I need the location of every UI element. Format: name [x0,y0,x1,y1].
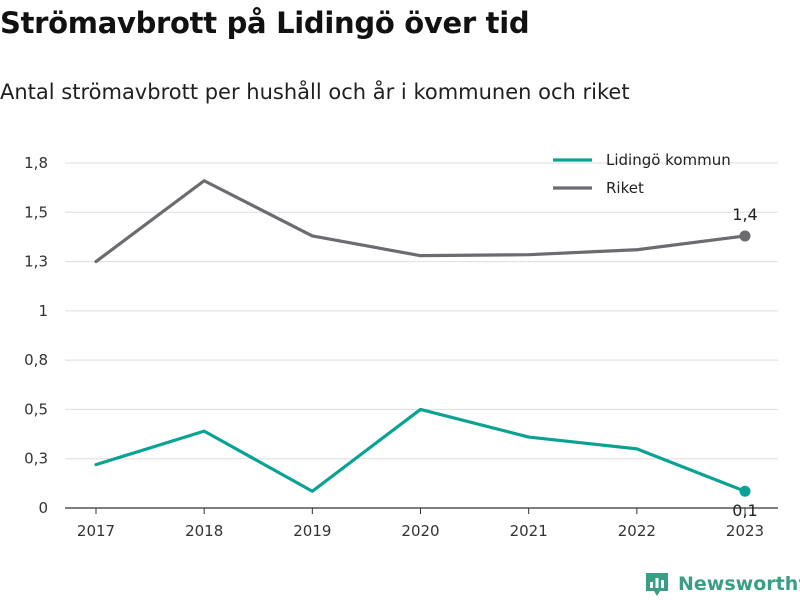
series-line [94,179,747,264]
legend-label: Lidingö kommun [606,151,731,169]
x-tick-label: 2023 [726,522,764,540]
y-tick-label: 1 [38,302,48,320]
y-tick-label: 0,3 [24,450,48,468]
newsworthy-logo-icon [646,573,668,596]
chart-title: Strömavbrott på Lidingö över tid [0,6,530,40]
brand-name: Newsworthy [678,573,800,595]
end-point-marker [739,230,751,242]
series-lines: 0,1 1,4 [94,179,758,520]
x-tick-label: 2019 [293,522,331,540]
end-point-marker [739,485,751,497]
y-tick-label: 1,5 [24,203,48,221]
legend: Lidingö kommun Riket [553,151,731,197]
y-tick-label: 0 [38,499,48,517]
chart-subtitle: Antal strömavbrott per hushåll och år i … [0,80,630,104]
x-tick-label: 2018 [185,522,223,540]
x-tick-label: 2020 [401,522,439,540]
legend-label: Riket [606,179,644,197]
legend-item: Riket [553,179,644,197]
series-line [94,407,747,493]
series-lidingo-kommun: 0,1 [94,407,758,520]
x-tick-label: 2021 [510,522,548,540]
y-tick-label: 1,8 [24,154,48,172]
y-tick-label: 0,8 [24,351,48,369]
newsworthy-logo: Newsworthy [644,568,800,600]
gridlines [65,162,778,460]
end-value-label: 0,1 [732,501,757,520]
x-tick-label: 2017 [77,522,115,540]
y-tick-label: 1,3 [24,253,48,271]
x-axis: 2017 2018 2019 2020 2021 2022 2023 [65,507,778,540]
y-axis-tick-labels: 0 0,3 0,5 0,8 1 1,3 1,5 1,8 [24,154,48,517]
series-riket: 1,4 [94,179,758,264]
line-chart: 2017 2018 2019 2020 2021 2022 2023 0 0,3 0,5 0,8 1… [24,151,778,540]
y-tick-label: 0,5 [24,400,48,418]
end-value-label: 1,4 [732,205,757,224]
x-tick-label: 2022 [618,522,656,540]
legend-item: Lidingö kommun [553,151,731,169]
